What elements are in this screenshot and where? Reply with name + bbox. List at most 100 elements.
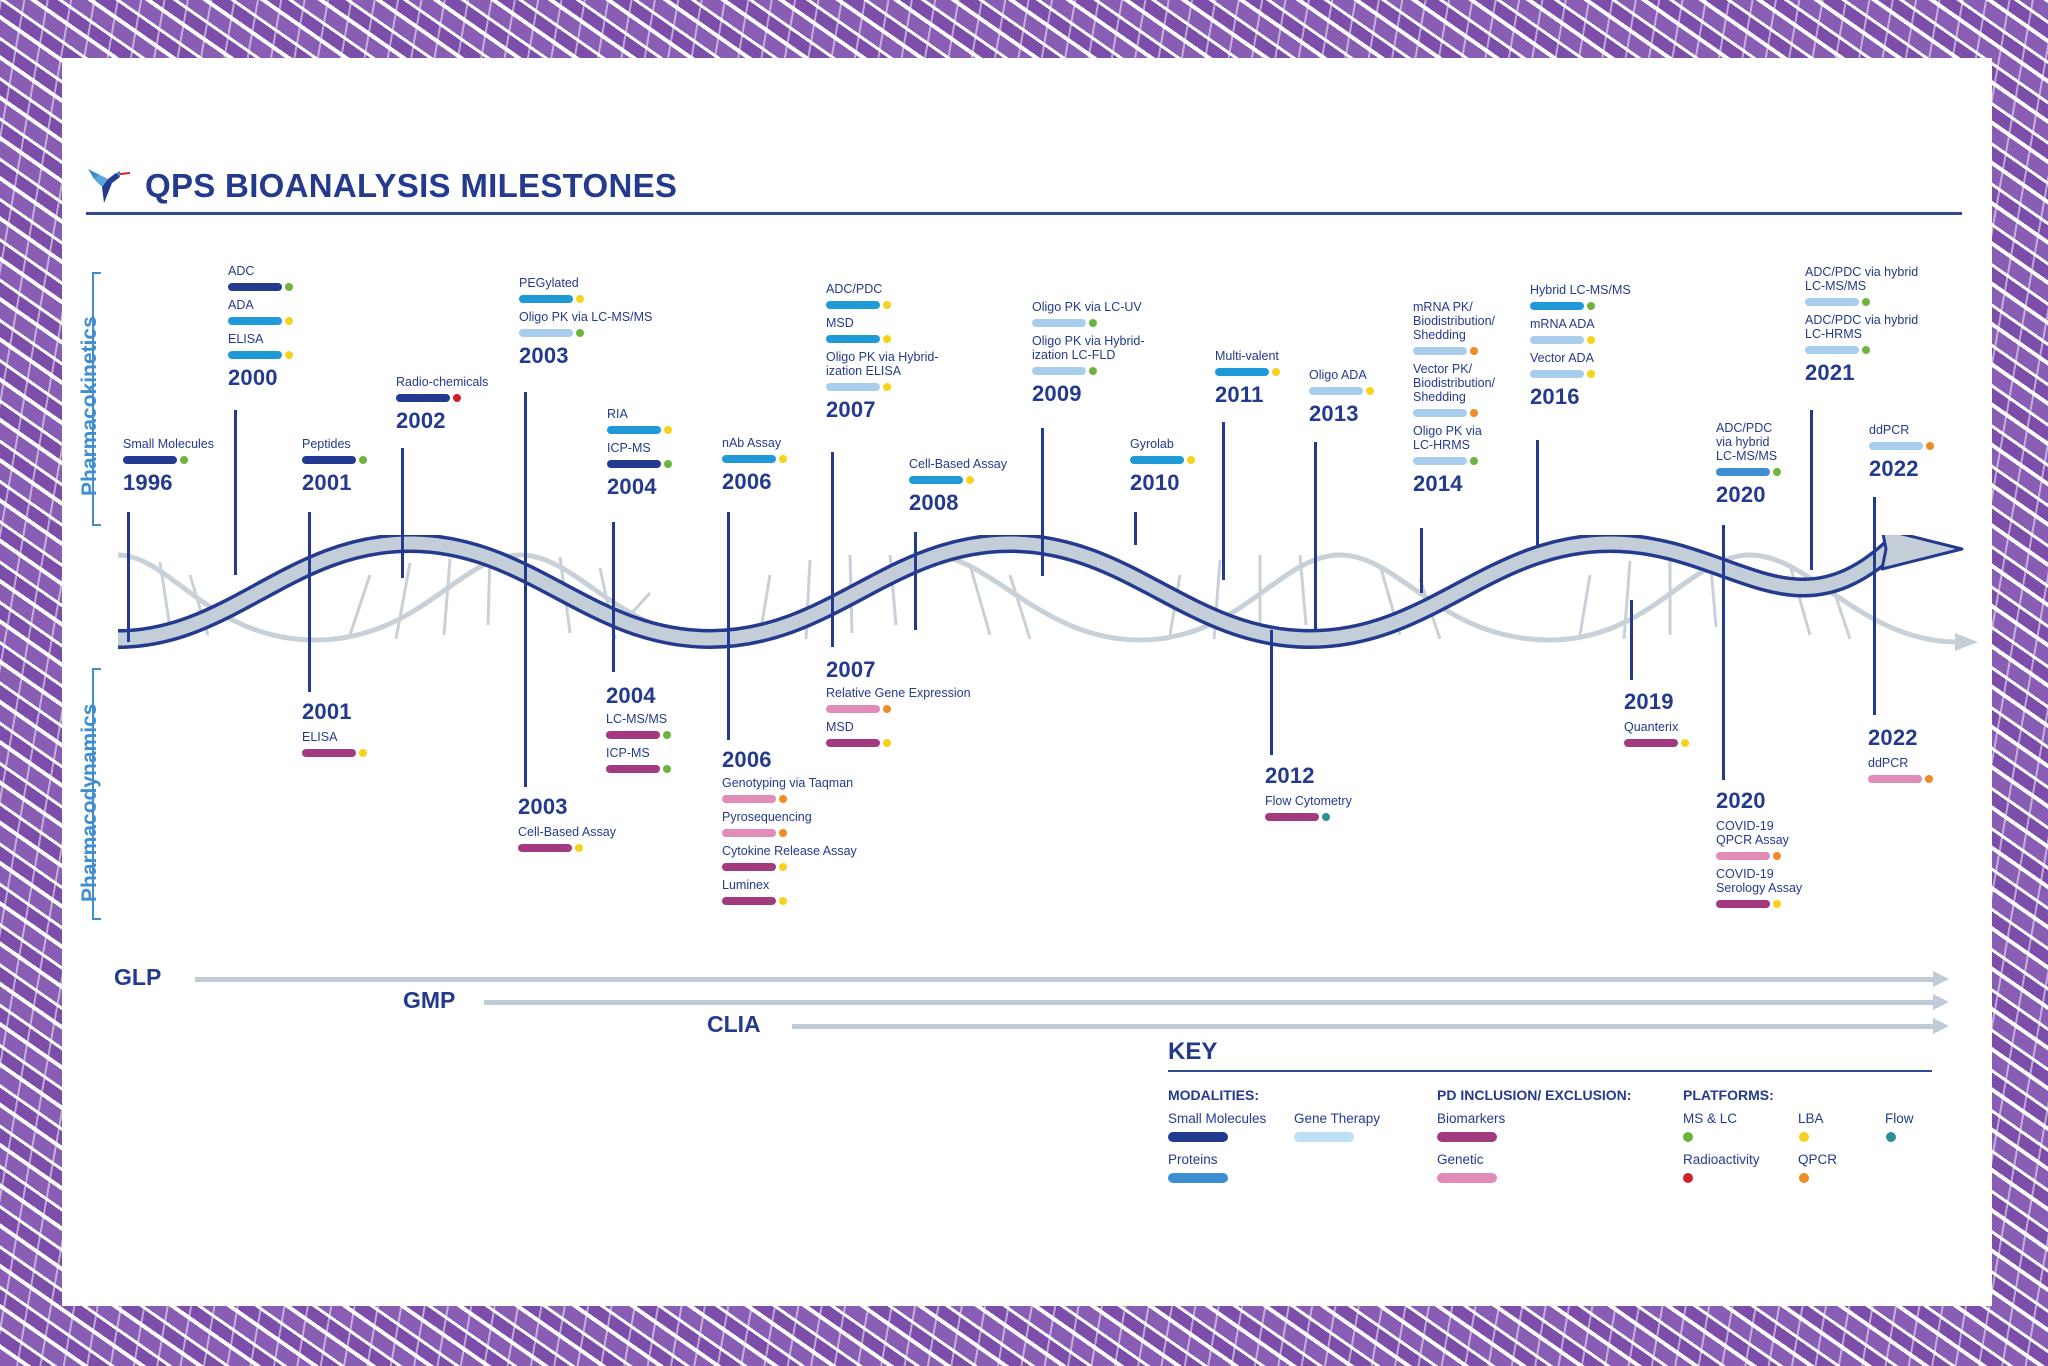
milestone-label: Flow Cytometry <box>1265 794 1352 808</box>
pd-milestone-2001: 2001 ELISA <box>302 700 367 764</box>
milestone-label: PEGylated <box>519 276 579 290</box>
small-molecules-bar <box>607 460 661 468</box>
lba-dot <box>1272 368 1280 376</box>
connector-2011 <box>1222 422 1225 580</box>
biomarkers-bar <box>302 749 356 757</box>
ms-lc-dot <box>285 283 293 291</box>
milestone-label: Relative Gene Expression <box>826 686 971 700</box>
connector-2020 <box>1722 525 1725 780</box>
clia-label: CLIA <box>707 1011 761 1037</box>
ms-lc-dot <box>1587 302 1595 310</box>
pk-milestone-2014: mRNA PK/ Biodistribution/ Shedding Vecto… <box>1413 300 1523 496</box>
pharmacokinetics-label: Pharmacokinetics <box>78 316 101 496</box>
ms-lc-dot <box>1089 367 1097 375</box>
pk-milestone-2021: ADC/PDC via hybrid LC-MS/MS ADC/PDC via … <box>1805 265 1920 385</box>
milestone-label: Vector PK/ Biodistribution/ Shedding <box>1413 362 1495 404</box>
milestone-year: 2007 <box>826 657 876 682</box>
lba-dot <box>883 383 891 391</box>
milestone-label: Small Molecules <box>123 437 215 451</box>
connector-2022 <box>1873 497 1876 715</box>
proteins-bar <box>519 295 573 303</box>
milestone-label: COVID-19 Serology Assay <box>1716 867 1803 895</box>
biomarkers-bar <box>606 765 660 773</box>
pk-milestone-2010: Gyrolab 2010 <box>1130 437 1195 495</box>
milestone-label: ICP-MS <box>607 441 651 455</box>
milestone-label: mRNA PK/ Biodistribution/ Shedding <box>1413 300 1495 342</box>
milestone-label: Oligo ADA <box>1309 368 1367 382</box>
poster-background <box>62 58 1992 1306</box>
milestone-year: 2000 <box>228 365 278 390</box>
key-radioactivity-dot <box>1683 1173 1693 1183</box>
qpcr-dot <box>1773 852 1781 860</box>
biomarkers-bar <box>1265 813 1319 821</box>
milestone-label: ADC/PDC via hybrid LC-HRMS <box>1805 313 1919 341</box>
biomarkers-bar <box>1624 739 1678 747</box>
lba-dot <box>1366 387 1374 395</box>
pd-milestone-2006: 2006 Genotyping via Taqman Pyrosequencin… <box>722 748 857 912</box>
milestone-year: 2020 <box>1716 482 1766 507</box>
qpcr-dot <box>1470 409 1478 417</box>
pd-milestone-2004: 2004 LC-MS/MS ICP-MS <box>606 684 671 780</box>
milestone-label: Vector ADA <box>1530 351 1594 365</box>
connector-2002 <box>401 448 404 578</box>
dna-helix-timeline <box>117 535 1978 651</box>
gene-therapy-bar <box>1805 298 1859 306</box>
milestone-label: RIA <box>607 407 628 421</box>
milestone-label: Oligo PK via LC-HRMS <box>1413 424 1482 452</box>
biomarkers-bar <box>826 739 880 747</box>
milestone-label: Oligo PK via LC-MS/MS <box>519 310 653 324</box>
milestone-year: 2001 <box>302 470 352 495</box>
connector-2006-pk <box>727 512 730 740</box>
milestone-label: COVID-19 QPCR Assay <box>1716 819 1789 847</box>
pk-milestone-2020: ADC/PDC via hybrid LC-MS/MS 2020 <box>1716 421 1786 507</box>
ms-lc-dot <box>1470 457 1478 465</box>
helix-rungs <box>158 554 1852 640</box>
key-ms-lc-dot <box>1683 1132 1693 1142</box>
connector-2000 <box>234 410 237 575</box>
milestone-year: 2003 <box>518 794 568 819</box>
pk-milestone-2001: Peptides 2001 <box>302 437 367 495</box>
small-molecules-bar <box>302 456 356 464</box>
milestone-label: ddPCR <box>1868 756 1909 770</box>
milestone-year: 2001 <box>302 699 352 724</box>
pk-milestone-2007: ADC/PDC MSD Oligo PK via Hybrid-ization … <box>826 282 956 422</box>
milestone-year: 2010 <box>1130 470 1180 495</box>
milestone-label: ADC/PDC via hybrid LC-MS/MS <box>1805 265 1919 293</box>
milestone-label: ADC/PDC <box>826 282 883 296</box>
gene-therapy-bar <box>826 383 880 391</box>
title-divider <box>86 212 1962 215</box>
pk-milestone-2002: Radio-chemicals 2002 <box>396 375 488 433</box>
milestone-year: 2008 <box>909 490 959 515</box>
key-proteins-bar <box>1168 1173 1228 1183</box>
milestone-year: 2022 <box>1869 456 1919 481</box>
lba-dot <box>664 426 672 434</box>
connector-2004-pk <box>612 522 615 672</box>
key-qpcr-dot <box>1799 1173 1809 1183</box>
pd-milestone-2007: 2007 Relative Gene Expression MSD <box>826 658 971 754</box>
proteins-bar <box>826 335 880 343</box>
pk-milestone-2006: nAb Assay 2006 <box>722 436 787 494</box>
milestone-label: Oligo PK via LC-UV <box>1032 300 1142 314</box>
connector-2010 <box>1134 512 1137 545</box>
milestone-year: 2003 <box>519 343 569 368</box>
lba-dot <box>883 335 891 343</box>
ms-lc-dot <box>576 329 584 337</box>
gmp-arrow <box>484 994 1949 1010</box>
connector-2012 <box>1270 630 1273 755</box>
milestone-label: Pyrosequencing <box>722 810 812 824</box>
glp-arrow <box>195 971 1949 987</box>
key-genetic-bar <box>1437 1173 1497 1183</box>
key-biomarkers-label: Biomarkers <box>1437 1111 1506 1126</box>
milestone-label: ADC <box>228 264 255 278</box>
gene-therapy-bar <box>1032 367 1086 375</box>
connector-2016 <box>1536 440 1539 545</box>
gene-therapy-bar <box>1032 319 1086 327</box>
milestone-year: 2011 <box>1215 382 1264 407</box>
key-flow-label: Flow <box>1885 1111 1914 1126</box>
lba-dot <box>1187 456 1195 464</box>
pk-milestone-2011: Multi-valent 2011 <box>1215 349 1280 407</box>
connector-2001-pk <box>308 512 311 692</box>
milestone-label: ICP-MS <box>606 746 650 760</box>
qpcr-dot <box>1470 347 1478 355</box>
qpcr-dot <box>779 829 787 837</box>
